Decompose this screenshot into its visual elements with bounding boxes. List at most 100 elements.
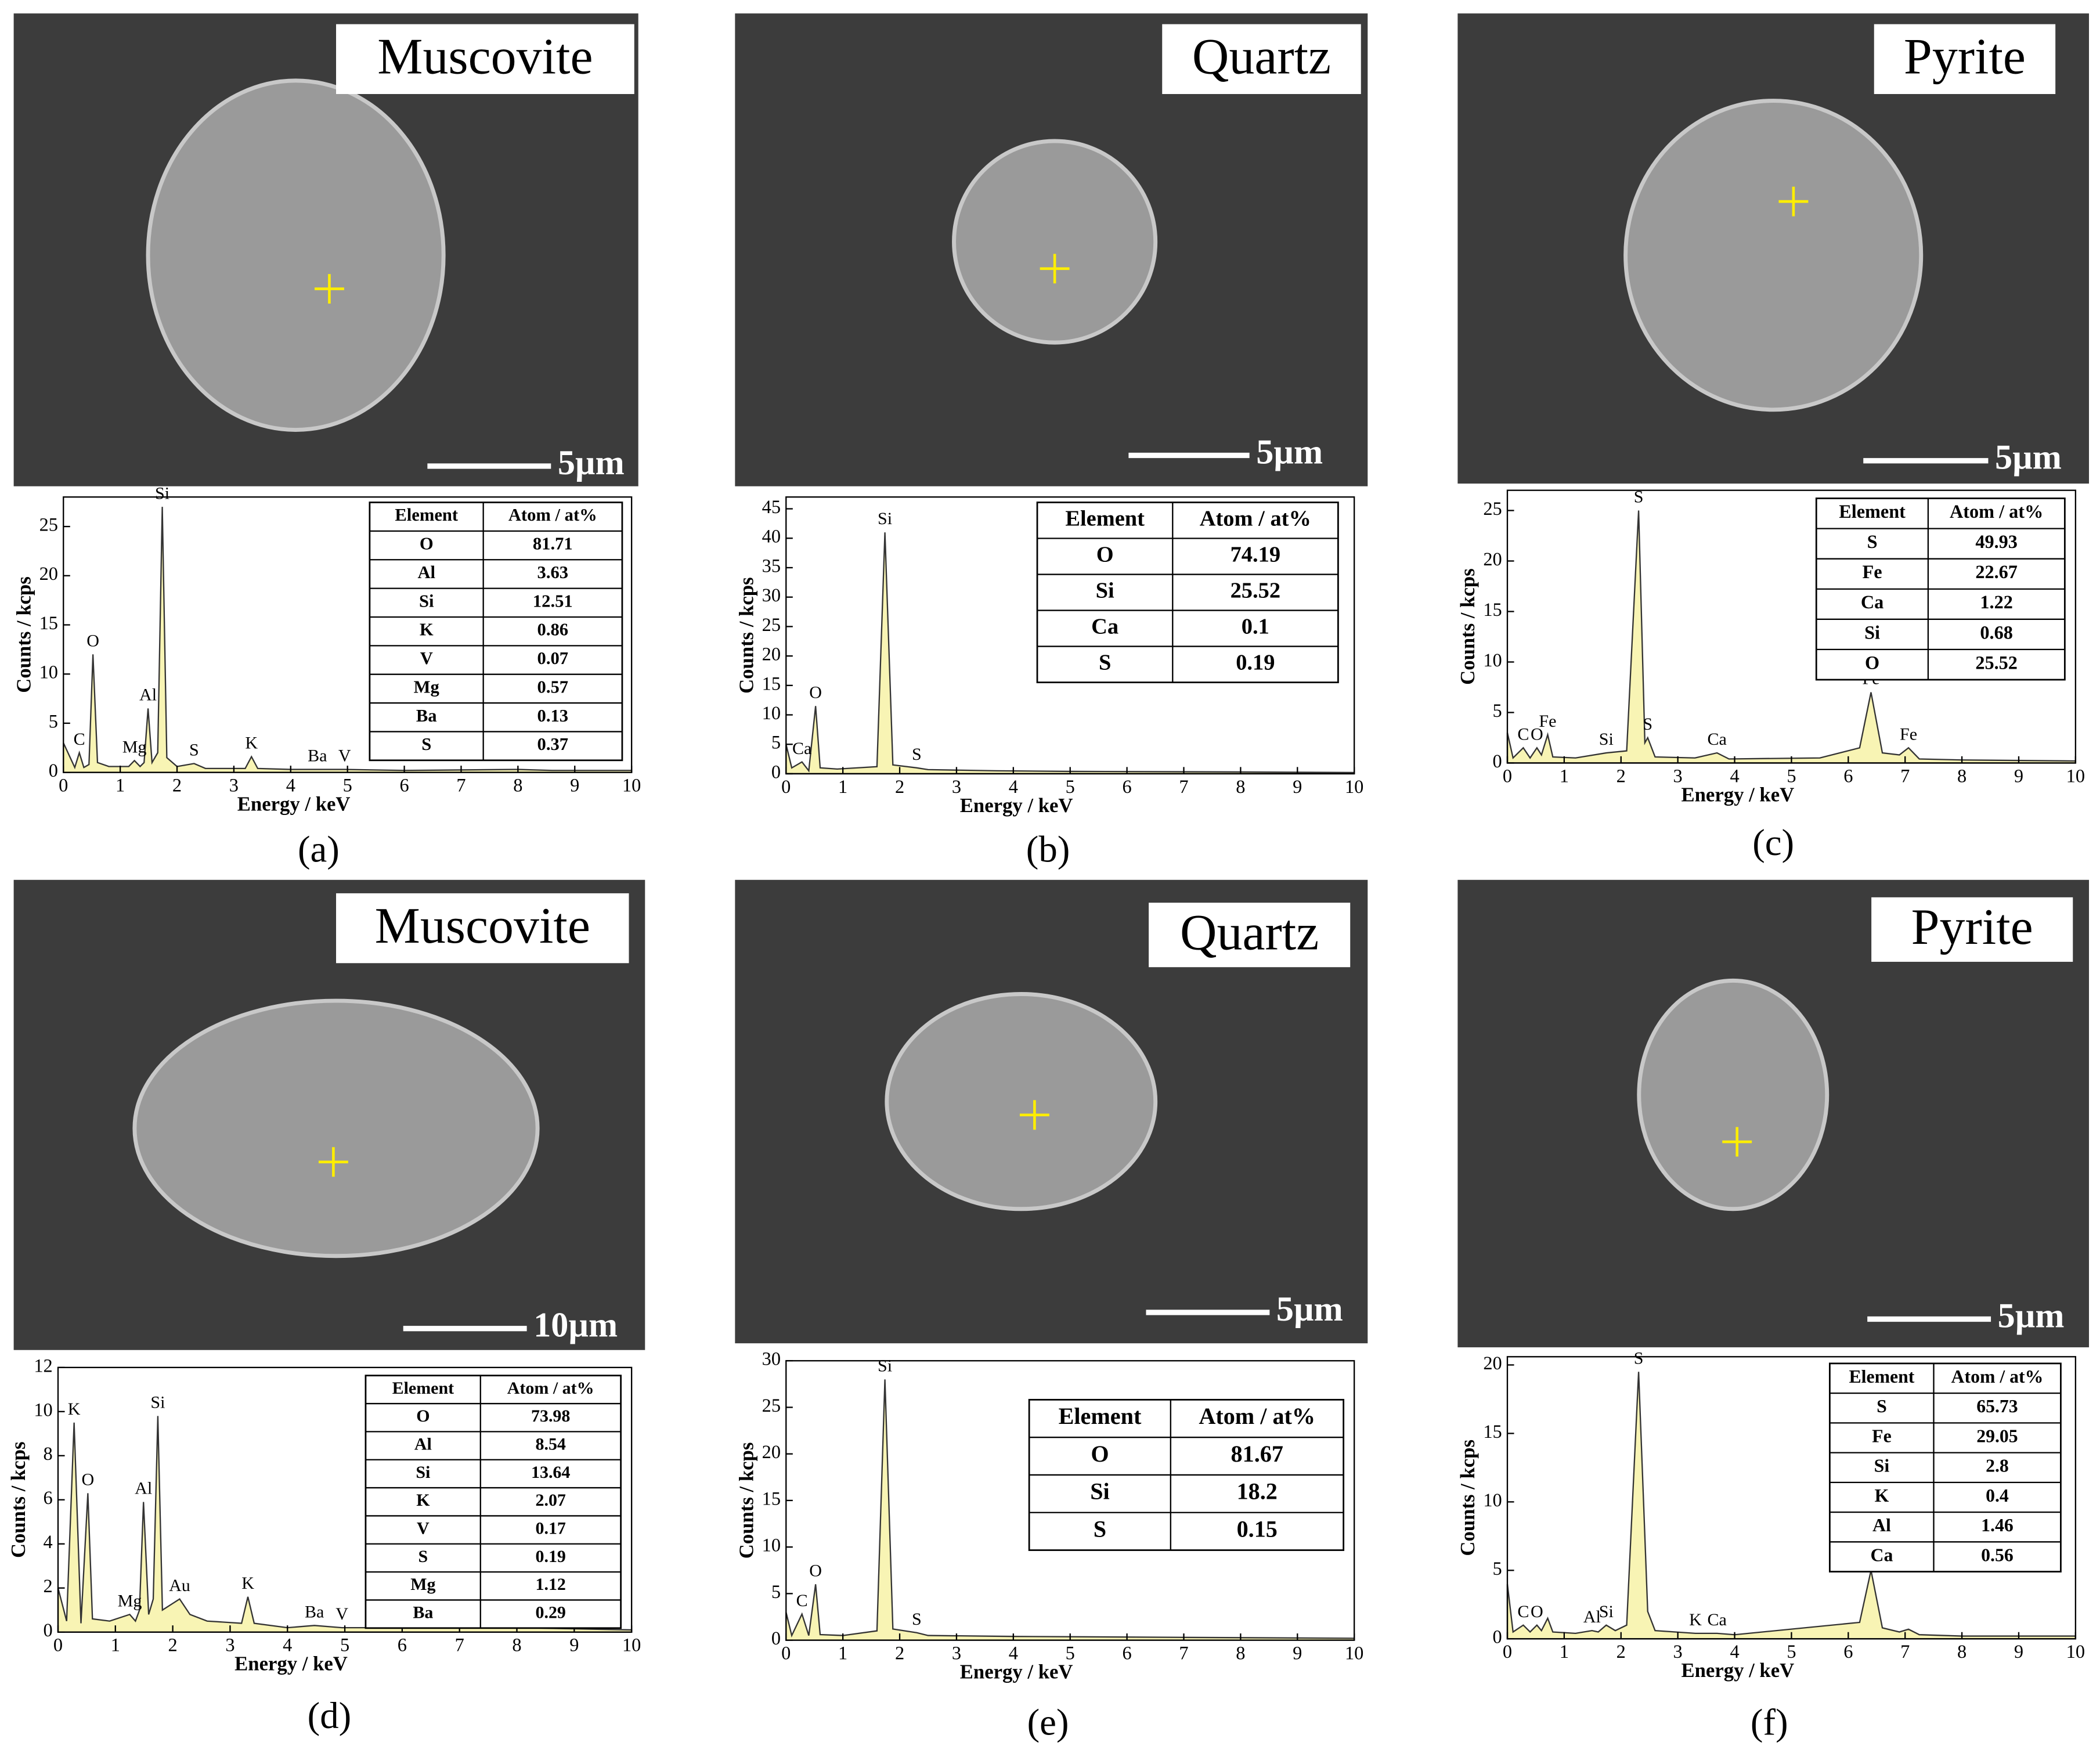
peak-label: V: [338, 746, 351, 766]
panel-label: (b): [1026, 828, 1070, 870]
x-tick-label: 4: [1730, 1642, 1739, 1662]
peak-label: Ca: [1707, 1610, 1726, 1629]
table-cell: 0.19: [1236, 650, 1275, 674]
peak-label: Mg: [122, 737, 147, 756]
table-cell: 0.17: [535, 1518, 565, 1538]
x-tick-label: 4: [1730, 766, 1739, 787]
x-tick-label: 1: [838, 777, 847, 798]
x-tick-label: 2: [895, 777, 904, 798]
image-label-box: [336, 24, 634, 94]
x-tick-label: 10: [1345, 1643, 1363, 1664]
y-tick-label: 10: [39, 662, 58, 683]
table-cell: Ca: [1091, 614, 1118, 639]
x-tick-label: 5: [343, 775, 352, 796]
table-cell: V: [420, 648, 433, 668]
x-axis-label: Energy / keV: [1681, 1659, 1794, 1682]
peak-label: K: [245, 733, 258, 753]
table-cell: Fe: [1863, 561, 1882, 582]
y-tick-label: 15: [762, 673, 781, 694]
x-tick-label: 1: [1560, 766, 1569, 787]
x-tick-label: 7: [1900, 1642, 1910, 1662]
y-tick-label: 20: [762, 644, 781, 665]
panel: Quartz 5µm (e) 0 1 2 3 4 5 6 7 8 9 10 0 5 10 15 20 25 30 Ener…: [735, 879, 1368, 1744]
table-cell: Al: [1872, 1515, 1891, 1535]
panel-label: (c): [1752, 822, 1794, 864]
y-tick-label: 20: [1483, 549, 1502, 570]
table-cell: 29.05: [1976, 1426, 2018, 1446]
scale-bar-label: 5µm: [1256, 432, 1323, 471]
scale-bar-label: 5µm: [558, 443, 625, 482]
x-axis-label: Energy / keV: [237, 792, 351, 815]
table-header: Atom / at%: [1199, 1403, 1315, 1429]
table-header: Atom / at%: [1951, 1366, 2044, 1387]
table-cell: K: [416, 1491, 430, 1510]
x-tick-label: 5: [1787, 1642, 1796, 1662]
table-cell: 0.19: [535, 1547, 565, 1566]
y-tick-label: 12: [34, 1355, 52, 1376]
peak-label: S: [189, 740, 199, 759]
x-tick-label: 2: [895, 1643, 904, 1664]
x-tick-label: 0: [1503, 1642, 1512, 1662]
y-tick-label: 0: [1493, 751, 1502, 772]
x-tick-label: 6: [398, 1635, 407, 1656]
x-tick-label: 9: [570, 775, 579, 796]
table-cell: 1.46: [1981, 1515, 2014, 1535]
peak-label: C: [1517, 1601, 1529, 1621]
y-tick-label: 45: [762, 497, 781, 518]
table-header: Atom / at%: [507, 1379, 594, 1398]
table-header: Element: [1059, 1403, 1142, 1429]
table-header: Element: [1839, 501, 1906, 522]
table-cell: 0.13: [537, 706, 569, 726]
table-cell: 49.93: [1975, 531, 2018, 552]
table-cell: Fe: [1872, 1426, 1892, 1446]
table-cell: 0.1: [1242, 614, 1269, 639]
y-tick-label: 0: [771, 1628, 781, 1649]
peak-label: Fe: [1900, 724, 1917, 744]
table-cell: 0.15: [1237, 1516, 1278, 1542]
image-label-box: [1874, 24, 2056, 94]
peak-label: O: [81, 1469, 94, 1489]
sem-particle: [132, 998, 540, 1258]
y-tick-label: 25: [1483, 499, 1502, 520]
x-tick-label: 2: [1617, 766, 1626, 787]
table-cell: Si: [1864, 622, 1880, 643]
x-tick-label: 5: [1066, 1643, 1075, 1664]
image-label-box: [1149, 903, 1351, 968]
y-tick-label: 20: [1483, 1353, 1502, 1374]
x-axis-label: Energy / keV: [960, 1660, 1073, 1683]
peak-label: S: [1634, 487, 1644, 507]
x-tick-label: 6: [399, 775, 409, 796]
table-cell: Si: [1096, 578, 1114, 603]
table-cell: 1.22: [1980, 591, 2012, 612]
image-label-box: [336, 893, 629, 964]
x-tick-label: 4: [1009, 1643, 1018, 1664]
peak-label: K: [1689, 1610, 1702, 1629]
table-header: Element: [1065, 506, 1145, 531]
x-tick-label: 3: [1673, 766, 1683, 787]
x-tick-label: 4: [286, 775, 295, 796]
peak-label: Si: [1599, 729, 1614, 749]
y-tick-label: 10: [34, 1399, 52, 1420]
table-cell: K: [420, 620, 434, 640]
table-cell: 65.73: [1976, 1396, 2018, 1416]
peak-label: O: [1531, 1601, 1543, 1621]
x-tick-label: 3: [952, 1643, 961, 1664]
y-tick-label: 5: [49, 711, 58, 732]
table-cell: 81.67: [1231, 1441, 1283, 1467]
x-tick-label: 0: [53, 1635, 63, 1656]
peak-label: Si: [155, 483, 169, 503]
table-cell: S: [418, 1547, 428, 1566]
table-cell: 0.37: [537, 734, 569, 754]
table-cell: O: [1865, 652, 1879, 673]
table-cell: 25.52: [1231, 578, 1280, 603]
spectrum: [785, 1379, 1355, 1641]
x-tick-label: 7: [1179, 1643, 1188, 1664]
y-tick-label: 0: [49, 760, 58, 781]
x-tick-label: 8: [513, 775, 522, 796]
x-tick-label: 10: [2066, 766, 2085, 787]
table-cell: Si: [1090, 1478, 1110, 1505]
peak-label: O: [86, 630, 99, 650]
y-tick-label: 0: [1493, 1627, 1502, 1648]
x-tick-label: 1: [116, 775, 125, 796]
